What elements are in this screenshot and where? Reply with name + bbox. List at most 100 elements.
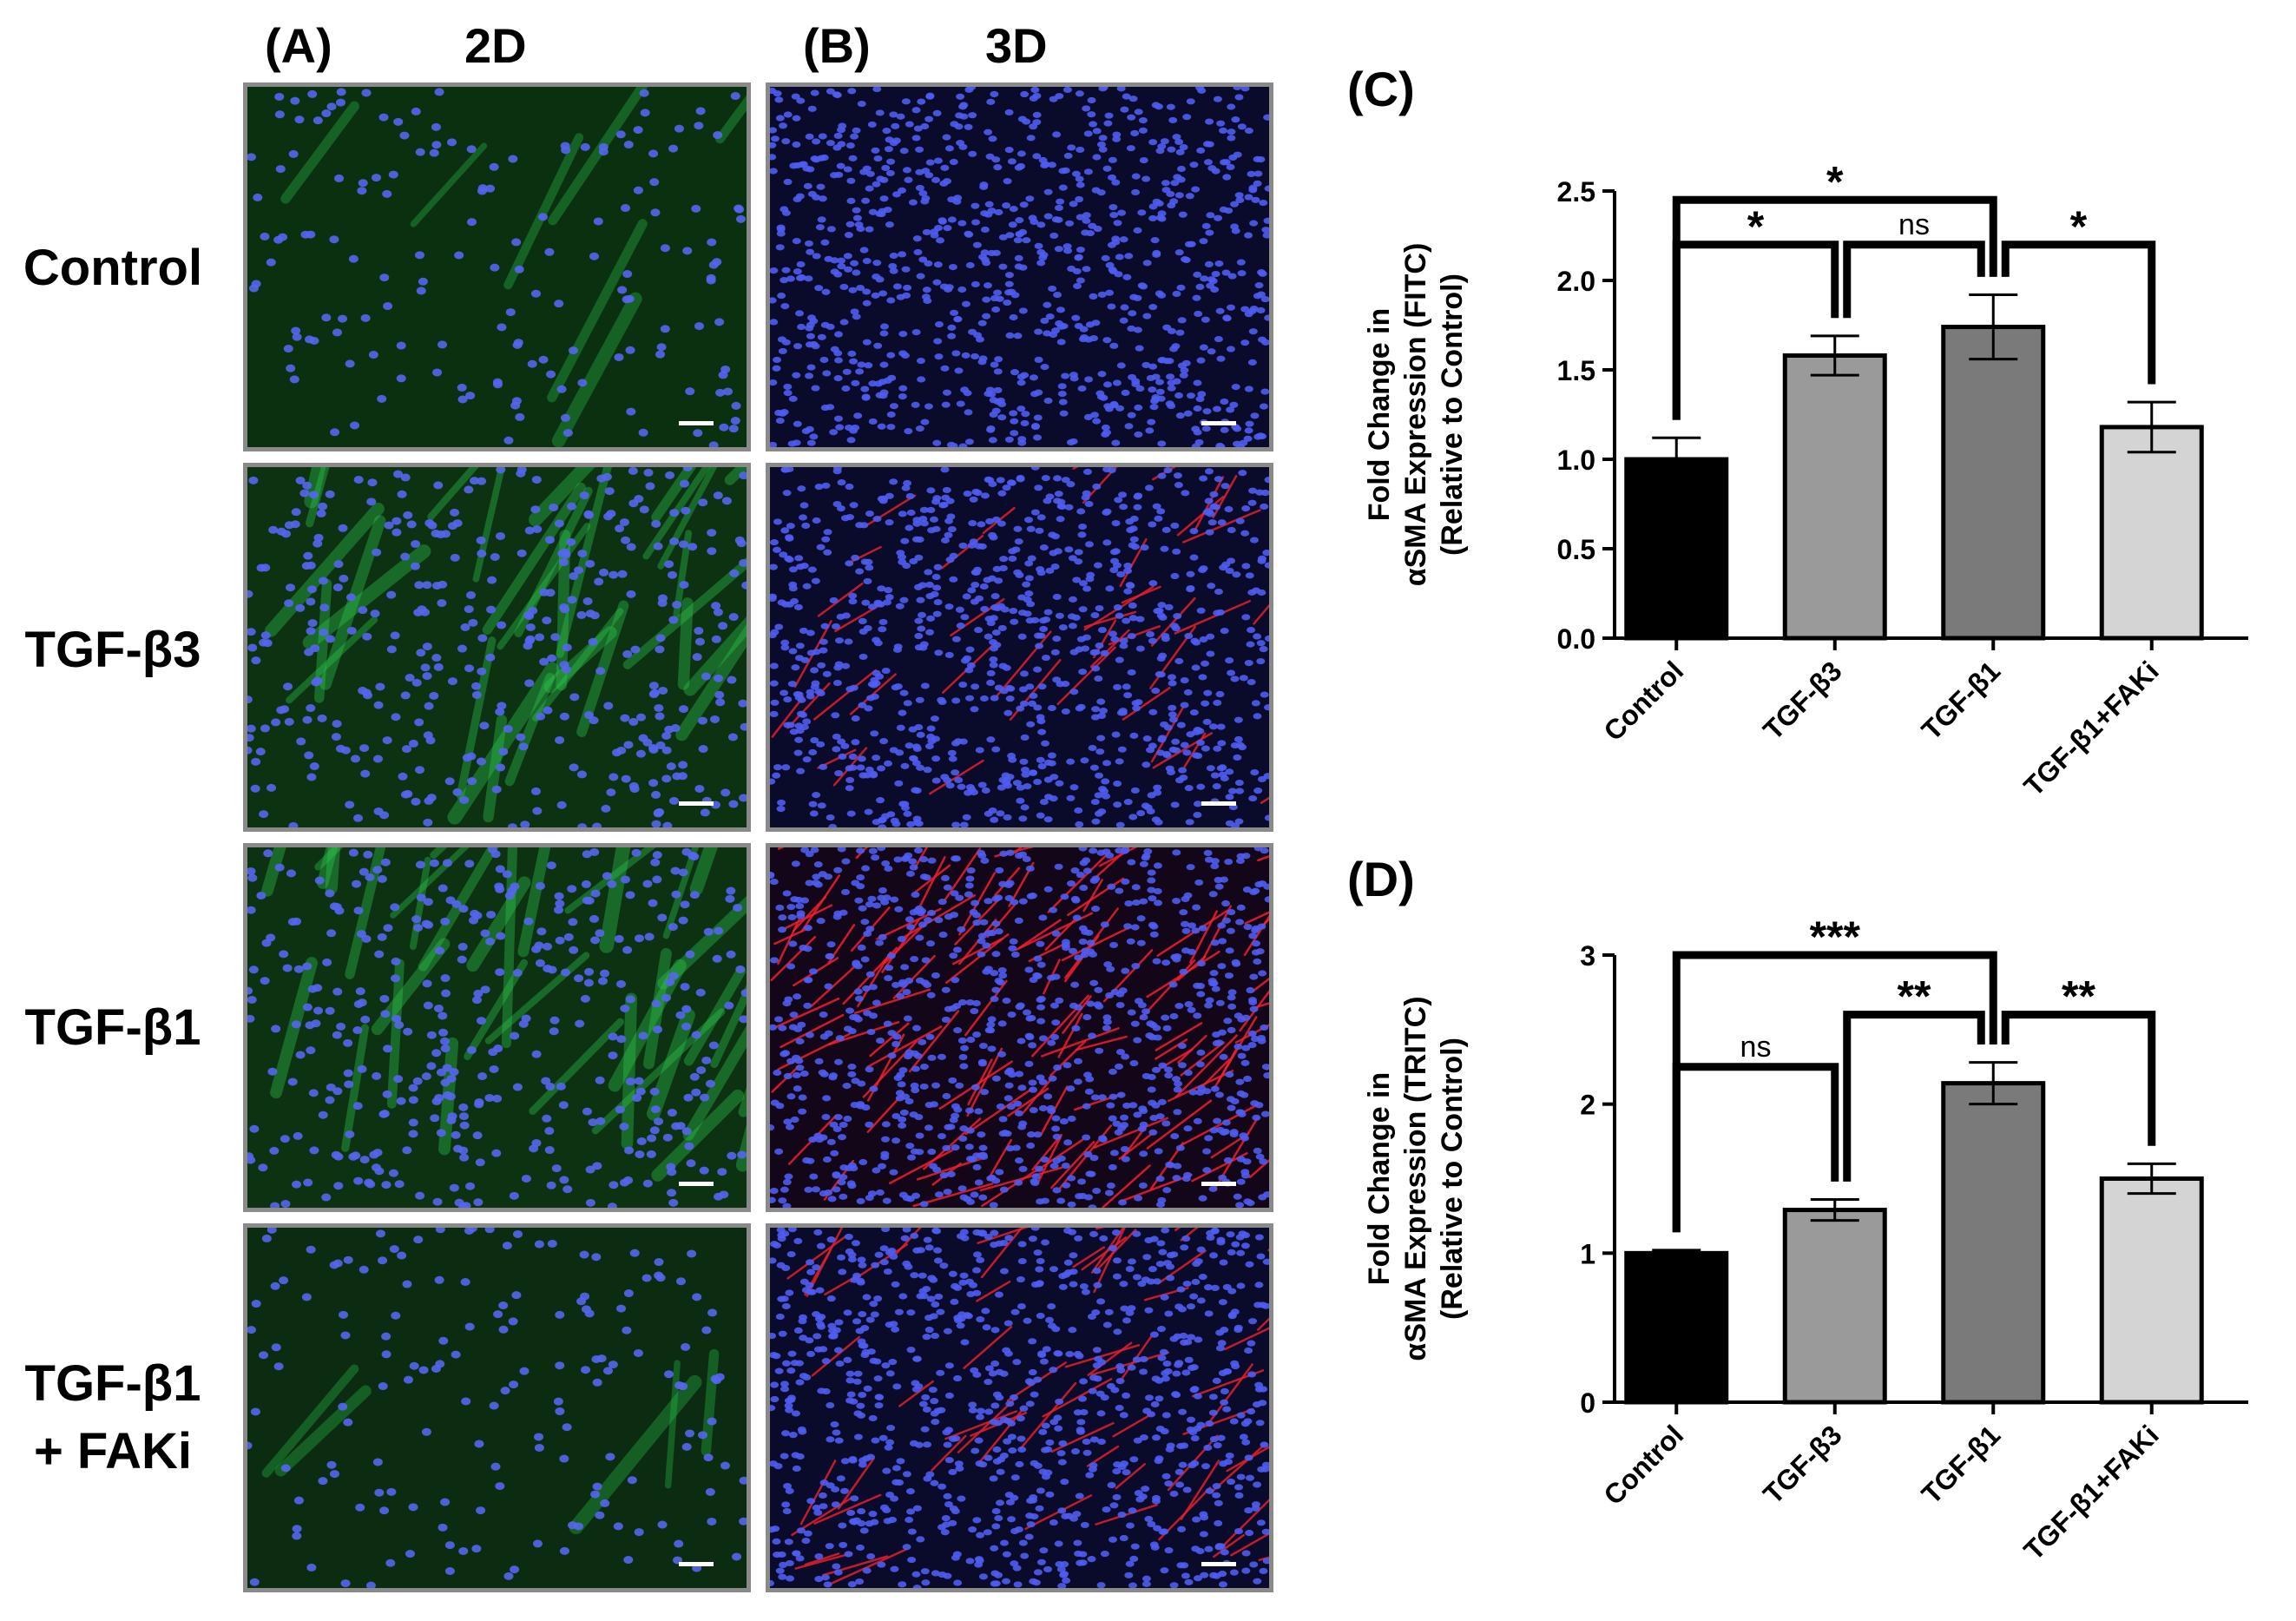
nucleus bbox=[1236, 1178, 1246, 1185]
nucleus bbox=[941, 401, 951, 408]
nucleus bbox=[562, 643, 572, 652]
nucleus bbox=[1099, 1235, 1109, 1242]
nucleus bbox=[1158, 652, 1168, 659]
nucleus bbox=[304, 648, 314, 656]
nucleus bbox=[1051, 1115, 1061, 1122]
nucleus bbox=[770, 1395, 780, 1403]
nucleus bbox=[306, 1563, 317, 1572]
nucleus bbox=[830, 1420, 839, 1428]
nucleus bbox=[847, 1255, 857, 1263]
nucleus bbox=[816, 544, 826, 550]
nucleus bbox=[826, 941, 836, 948]
nucleus bbox=[1170, 801, 1180, 808]
nucleus bbox=[903, 1015, 912, 1022]
nucleus bbox=[774, 1148, 784, 1155]
nucleus bbox=[1090, 412, 1100, 418]
nucleus bbox=[1213, 1117, 1222, 1124]
nucleus bbox=[989, 656, 998, 663]
stain-fiber bbox=[643, 947, 672, 1070]
nucleus bbox=[970, 1084, 980, 1091]
nucleus bbox=[1210, 772, 1220, 779]
nucleus bbox=[286, 583, 296, 592]
nucleus bbox=[625, 1077, 635, 1086]
nucleus bbox=[247, 873, 258, 882]
stain-fiber bbox=[657, 896, 747, 990]
nucleus bbox=[842, 368, 852, 375]
nucleus bbox=[1078, 580, 1088, 587]
nucleus bbox=[457, 395, 468, 404]
nucleus bbox=[834, 1319, 844, 1326]
nucleus bbox=[433, 1005, 444, 1013]
nucleus bbox=[1010, 951, 1020, 959]
nucleus bbox=[942, 389, 951, 396]
nucleus bbox=[1058, 184, 1068, 191]
nucleus bbox=[675, 1122, 686, 1130]
nucleus bbox=[585, 559, 595, 568]
nucleus bbox=[1236, 259, 1246, 266]
nucleus bbox=[829, 1333, 839, 1340]
nucleus bbox=[1164, 1480, 1174, 1487]
nucleus bbox=[1026, 525, 1036, 532]
nucleus bbox=[1234, 1043, 1243, 1051]
nucleus bbox=[408, 1130, 418, 1138]
nucleus bbox=[1080, 1521, 1089, 1529]
nucleus bbox=[657, 913, 668, 922]
nucleus bbox=[783, 1072, 793, 1080]
nucleus bbox=[555, 1310, 565, 1319]
nucleus bbox=[772, 772, 781, 779]
nucleus bbox=[307, 619, 318, 628]
stain-fiber bbox=[976, 1280, 1011, 1302]
nucleus bbox=[807, 566, 817, 573]
nucleus bbox=[1066, 758, 1076, 765]
nucleus bbox=[249, 1124, 260, 1133]
nucleus bbox=[823, 1581, 832, 1588]
nucleus bbox=[1148, 386, 1157, 393]
nucleus bbox=[787, 913, 797, 921]
nucleus bbox=[781, 1302, 791, 1310]
nucleus bbox=[793, 1327, 803, 1334]
nucleus bbox=[792, 1465, 801, 1473]
nucleus bbox=[662, 821, 673, 827]
stain-fiber bbox=[1090, 1228, 1125, 1274]
nucleus bbox=[1227, 273, 1237, 280]
nucleus bbox=[1181, 927, 1191, 934]
nucleus bbox=[934, 1293, 944, 1301]
nucleus bbox=[674, 1381, 685, 1390]
nucleus bbox=[1033, 1131, 1043, 1138]
nucleus bbox=[1234, 818, 1244, 825]
nucleus bbox=[248, 965, 259, 974]
nucleus bbox=[791, 93, 800, 100]
nucleus bbox=[999, 1416, 1009, 1423]
nucleus bbox=[851, 1240, 860, 1247]
nucleus bbox=[905, 1488, 915, 1495]
nucleus bbox=[1148, 203, 1158, 210]
nucleus bbox=[809, 318, 819, 325]
nucleus bbox=[847, 88, 857, 95]
nucleus bbox=[963, 490, 972, 498]
stain-fiber bbox=[800, 874, 841, 933]
nucleus bbox=[848, 598, 858, 605]
nucleus bbox=[1093, 225, 1102, 233]
nucleus bbox=[1205, 118, 1214, 125]
nucleus bbox=[1034, 242, 1043, 249]
nucleus bbox=[1066, 794, 1076, 801]
nucleus bbox=[1237, 270, 1247, 277]
nucleus bbox=[1203, 689, 1213, 696]
nucleus bbox=[885, 1491, 895, 1499]
nucleus bbox=[990, 1545, 999, 1552]
nucleus bbox=[474, 1100, 484, 1109]
nucleus bbox=[839, 319, 849, 326]
nucleus bbox=[1004, 147, 1014, 154]
nucleus bbox=[823, 873, 832, 880]
nucleus bbox=[1062, 243, 1072, 250]
nucleus bbox=[865, 1066, 874, 1073]
nucleus bbox=[1036, 1018, 1046, 1025]
nucleus bbox=[873, 1375, 883, 1382]
nucleus bbox=[1025, 865, 1035, 872]
nucleus bbox=[1017, 1257, 1027, 1265]
nucleus bbox=[1168, 680, 1177, 687]
nucleus bbox=[985, 517, 995, 525]
nucleus bbox=[848, 1457, 858, 1464]
nucleus bbox=[603, 512, 614, 521]
nucleus bbox=[1111, 439, 1121, 446]
